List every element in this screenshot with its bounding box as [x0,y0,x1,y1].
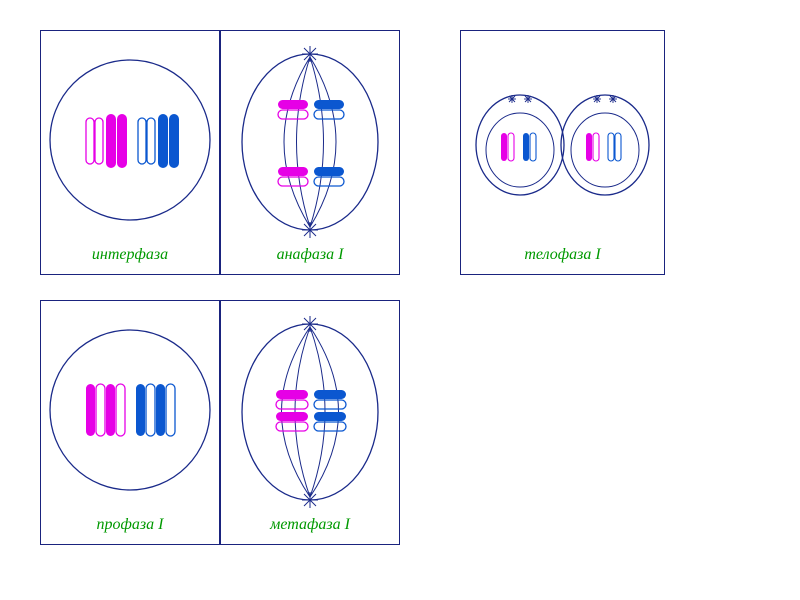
caption-metaphase: метафаза I [270,516,350,540]
spacer [400,30,460,31]
cell-anaphase [228,39,393,246]
caption-anaphase: анафаза I [277,246,344,270]
caption-interphase: интерфаза [92,246,168,270]
panel-metaphase: метафаза I [220,300,400,545]
cell-metaphase [228,309,393,516]
cell-telophase [465,39,660,246]
row-1: интерфаза [40,30,760,275]
panel-anaphase: анафаза I [220,30,400,275]
panel-telophase: телофаза I [460,30,665,275]
cell-prophase [48,309,213,516]
panel-prophase: профаза I [40,300,220,545]
caption-telophase: телофаза I [524,246,600,270]
caption-prophase: профаза I [97,516,164,540]
panel-interphase: интерфаза [40,30,220,275]
row-2: профаза I [40,300,760,545]
cell-interphase [48,39,213,246]
